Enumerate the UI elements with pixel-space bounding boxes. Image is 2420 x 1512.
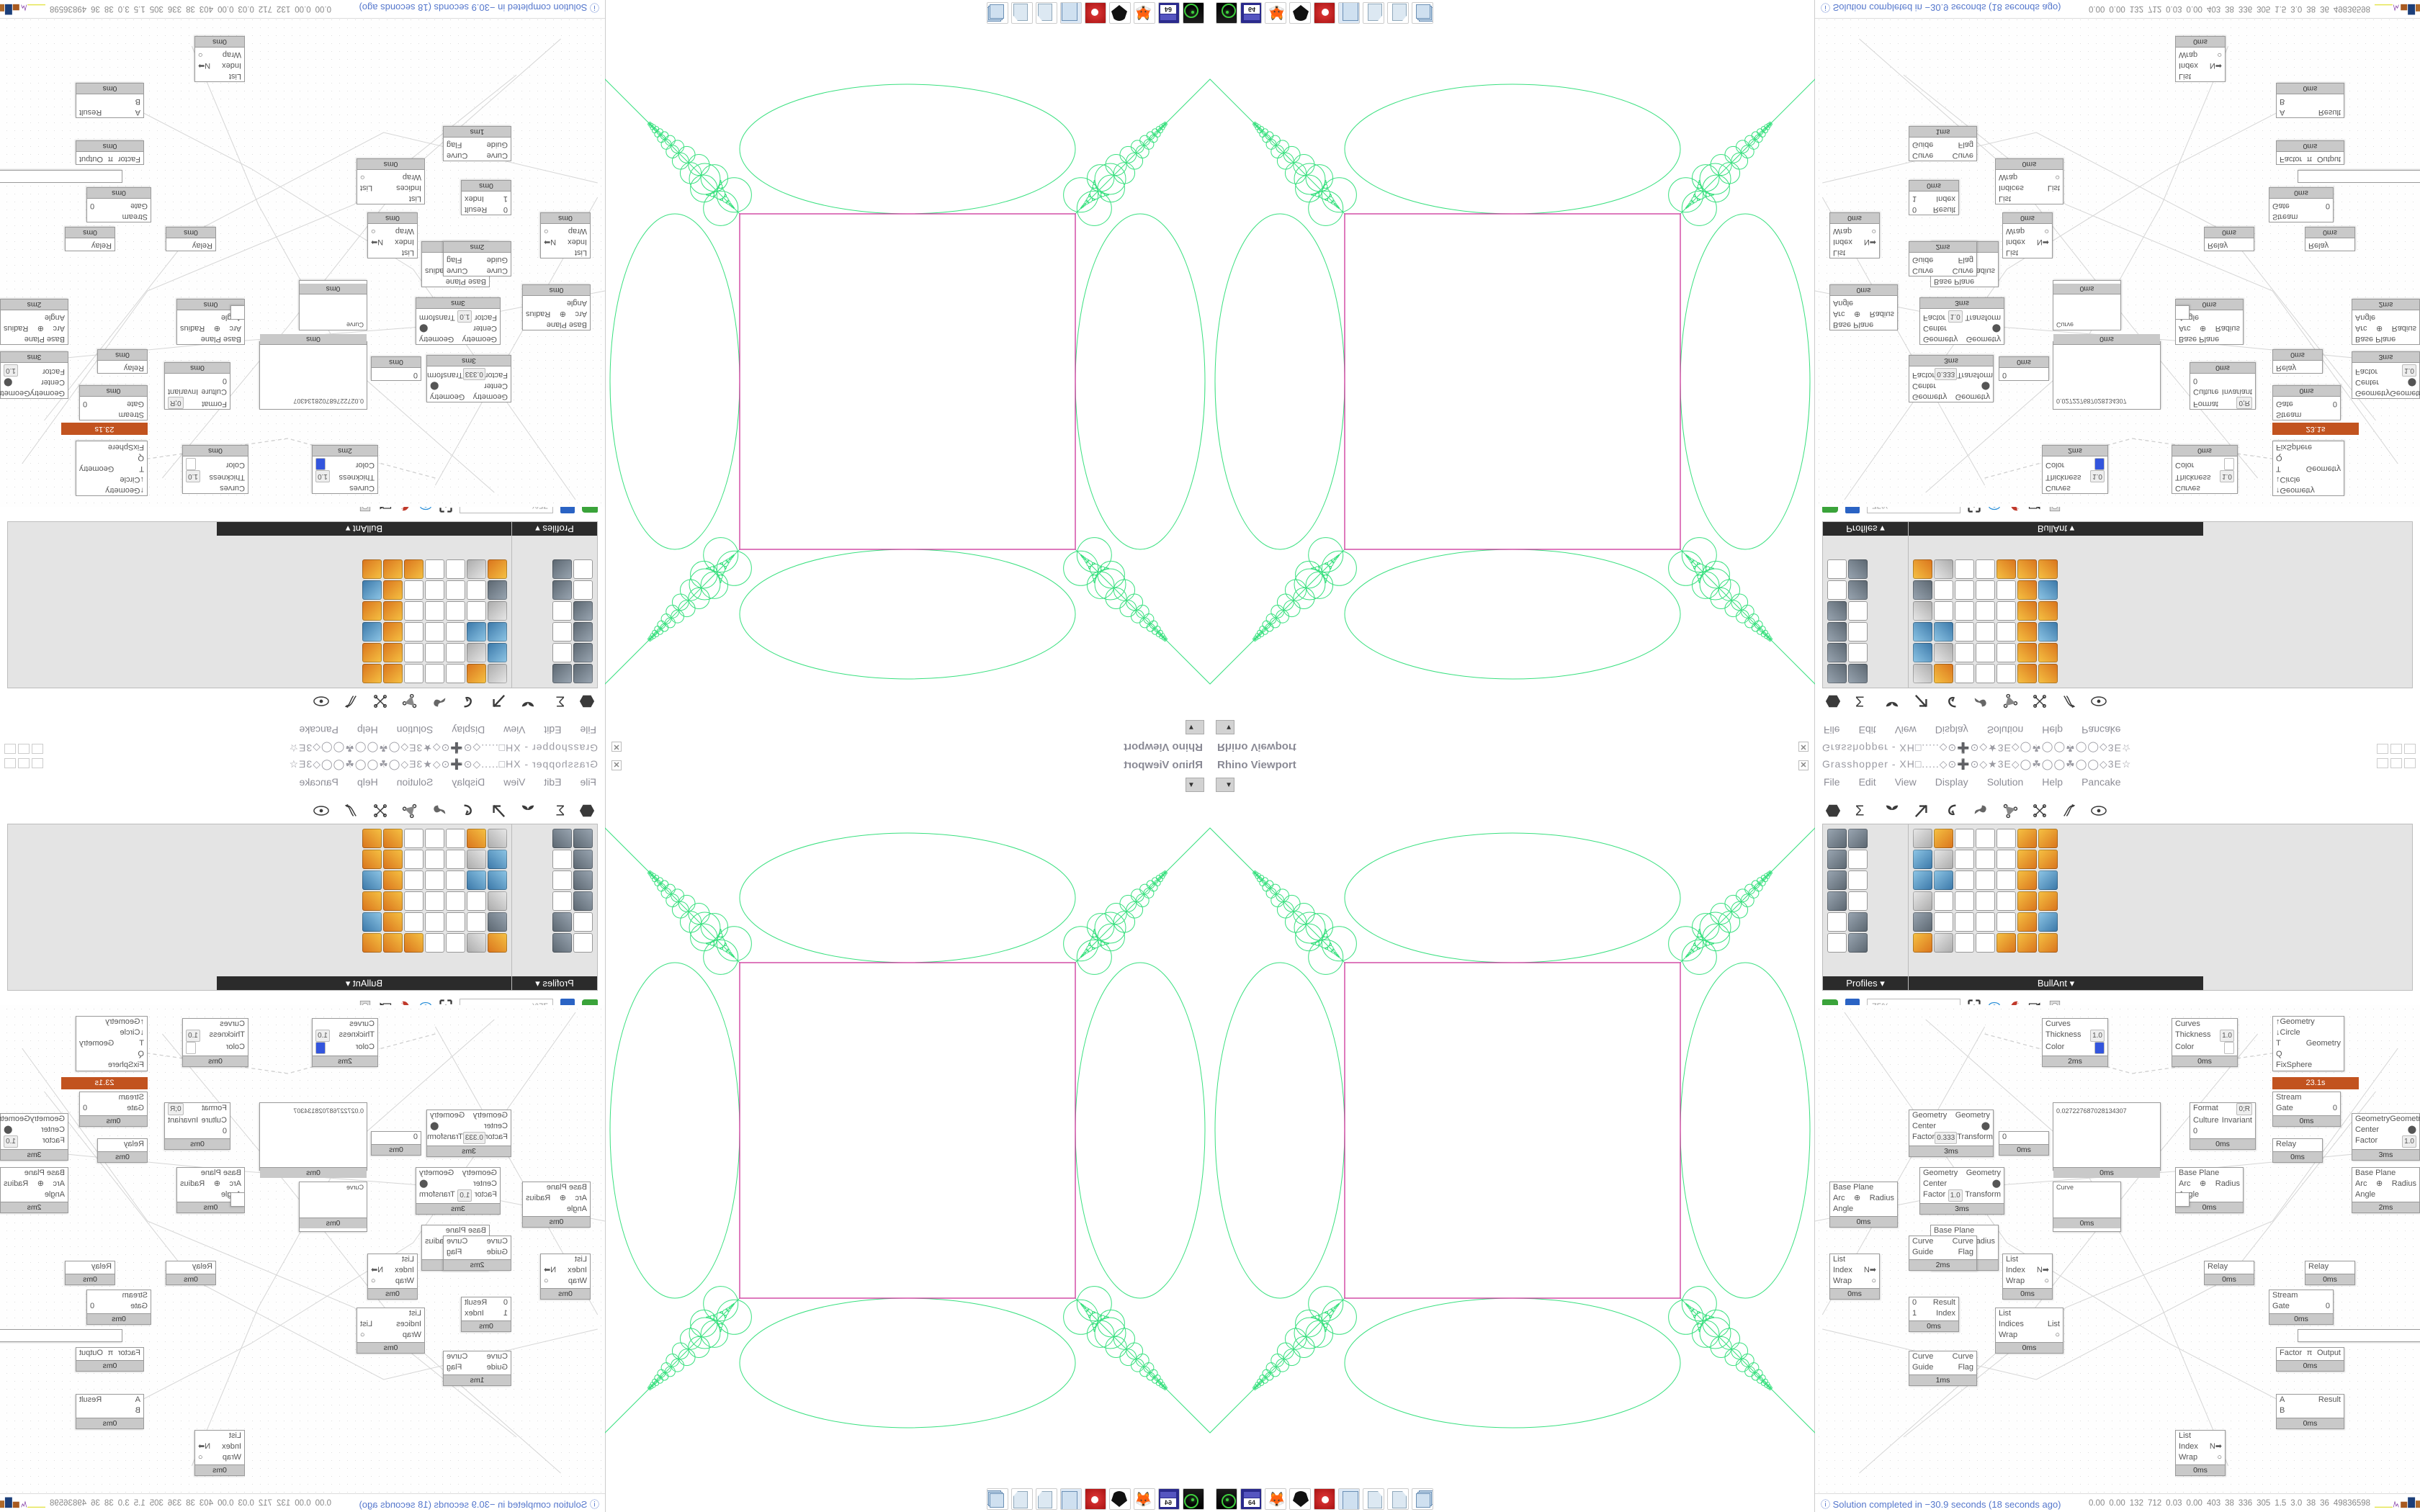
svg-text:Σ: Σ — [556, 803, 565, 819]
svg-text:Σ: Σ — [1855, 693, 1864, 709]
svg-text:Σ: Σ — [1855, 803, 1864, 819]
svg-text:Σ: Σ — [556, 693, 565, 709]
